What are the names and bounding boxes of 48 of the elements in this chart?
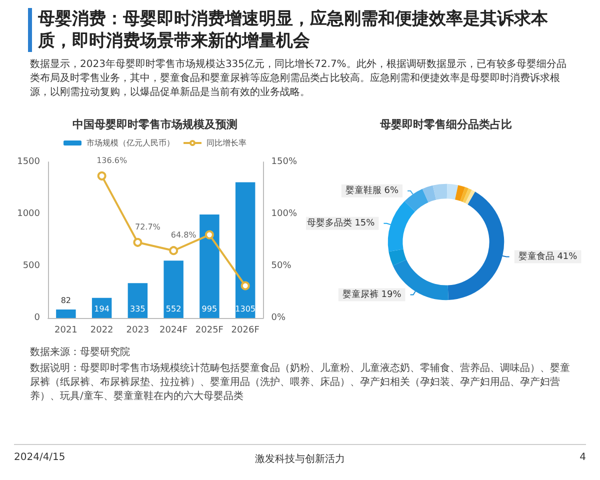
point xyxy=(204,230,214,240)
legend-label: 市场规模（亿元人民币） xyxy=(86,138,174,148)
y2-tick-label: 150% xyxy=(271,157,298,167)
chart-title: 中国母婴即时零售市场规模及预测 xyxy=(72,118,238,131)
x-tick-label: 2025F xyxy=(195,326,224,336)
text: 激发科技与创新活力 xyxy=(254,452,346,466)
point xyxy=(240,281,250,290)
slice-label: 婴童尿裤 19% xyxy=(342,288,402,300)
y-tick-label: 500 xyxy=(22,261,40,271)
point xyxy=(133,238,142,247)
data-label: 552 xyxy=(166,304,182,314)
x-tick-label: 2022 xyxy=(90,326,114,336)
y2-tick-label: 100% xyxy=(271,209,298,219)
y2-tick-label: 0% xyxy=(271,313,286,323)
legend-label: 同比增长率 xyxy=(206,138,246,148)
data-label: 64.8% xyxy=(170,230,197,240)
bar xyxy=(235,182,256,318)
data-label: 194 xyxy=(94,304,110,314)
y-tick-label: 1000 xyxy=(17,209,40,219)
data-label: 136.6% xyxy=(96,156,128,165)
chart-title: 母婴即时零售细分品类占比 xyxy=(379,118,512,131)
y-tick-label: 0 xyxy=(34,313,40,323)
text: 2024/4/15 xyxy=(14,452,66,463)
data-label: 72.7% xyxy=(134,222,161,232)
text: 数据显示，2023年母婴即时零售市场规模达335亿元，同比增长72.7%。此外，根据调研数据显示，已有较多母婴细分品类布局及时零售业务，其中，婴童食品和婴童尿裤等应急刚需品类占比较高。应急刚需和便捷效率是母婴即时消费诉求根源，以刚需拉动复购，以爆品促单新品是当前有效的业务战略。 xyxy=(30,58,568,100)
x-tick-label: 2021 xyxy=(54,326,78,336)
slice-label: 母婴多品类 15% xyxy=(306,217,376,228)
text: 母婴消费：母婴即时消费增速明显，应急刚需和便捷效率是其诉求本质，即时消费场景带来新的增量机会 xyxy=(28,8,578,52)
x-tick-label: 2024F xyxy=(160,326,188,336)
slice-label: 婴童鞋服 6% xyxy=(345,184,399,196)
source-note: 数据来源：母婴研究院 xyxy=(30,346,131,360)
bar xyxy=(200,214,220,318)
slice-label: 婴童食品 41% xyxy=(518,250,578,262)
bar xyxy=(56,309,76,318)
text: 4 xyxy=(580,452,586,463)
y2-tick-label: 50% xyxy=(271,261,292,271)
bar xyxy=(164,260,184,318)
x-tick-label: 2026F xyxy=(231,326,260,336)
point xyxy=(97,171,106,180)
text: 数据说明：母婴即时零售市场规模统计范畴包括婴童食品（奶粉、儿童粉、儿童液态奶、零辅食、营养品、调味品）、婴童尿裤（纸尿裤、布尿裤尿垫、拉拉裤）、婴童用品（洗护、喂养、床品）、孕产妇相关（孕妇装、孕产妇用品、孕产妇营养）、玩具/童车、婴童童鞋在内的六大母婴品类 xyxy=(30,362,571,404)
data-label: 335 xyxy=(130,304,146,314)
bar xyxy=(128,283,148,318)
x-tick-label: 2023 xyxy=(126,326,150,336)
point xyxy=(169,246,178,256)
data-label: 1305 xyxy=(235,304,256,314)
data-label: 82 xyxy=(60,296,72,305)
y-tick-label: 1500 xyxy=(17,157,40,167)
data-label: 995 xyxy=(202,304,218,314)
